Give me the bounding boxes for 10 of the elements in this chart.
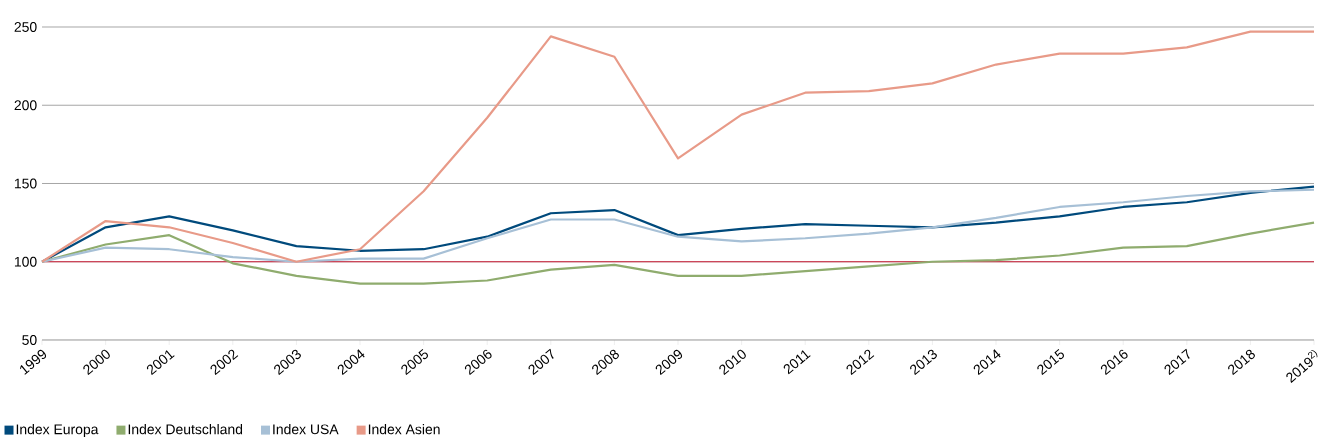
legend-label: Index Deutschland (128, 424, 243, 435)
y-tick-label: 50 (22, 335, 37, 345)
line-series (40, 30, 1316, 263)
y-tick-label: 150 (14, 178, 37, 189)
y-tick-label: 250 (14, 22, 37, 32)
y-tick-label: 200 (14, 100, 37, 111)
legend-label: Index USA (273, 424, 339, 435)
legend-label: Index Asien (368, 424, 440, 435)
legend-label: Index Europa (16, 424, 99, 438)
y-tick-label: 100 (14, 256, 37, 267)
